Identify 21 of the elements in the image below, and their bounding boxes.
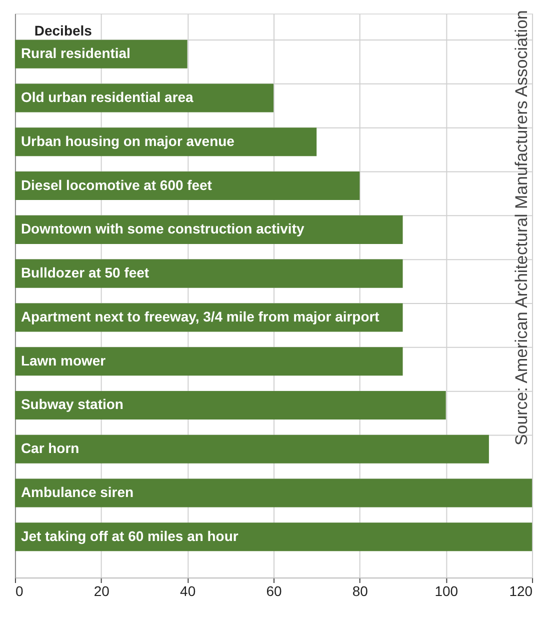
x-tick-label: 120 [509,582,533,599]
x-tick-label: 80 [352,582,368,599]
y-tick-label: Bulldozer at 50 feet [20,264,150,281]
y-tick-label: Old urban residential area [20,89,194,106]
y-tick-label: Ambulance siren [20,484,134,500]
y-tick-label: Apartment next to freeway, 3/4 mile from major airport [20,308,380,324]
y-tick-label: Diesel locomotive at 600 feet [20,176,212,193]
x-tick-label: 0 [15,582,24,599]
x-axis-title: Decibels [34,22,92,39]
x-tick-label: 40 [180,582,196,599]
y-tick-label: Urban housing on major avenue [20,132,235,149]
x-tick-label: 20 [94,582,110,599]
x-tick-label: 100 [434,582,458,599]
y-tick-label: Jet taking off at 60 miles an hour [20,528,239,544]
y-tick-label: Lawn mower [20,352,106,368]
y-tick-label: Rural residential [20,45,130,62]
y-tick-label: Car horn [20,440,80,456]
y-tick-label: Subway station [20,396,124,412]
annotation: Source: American Architectural Manufacturers Association [512,10,532,446]
x-tick-label: 60 [266,582,282,599]
y-tick-label: Downtown with some construction activity [20,220,304,237]
